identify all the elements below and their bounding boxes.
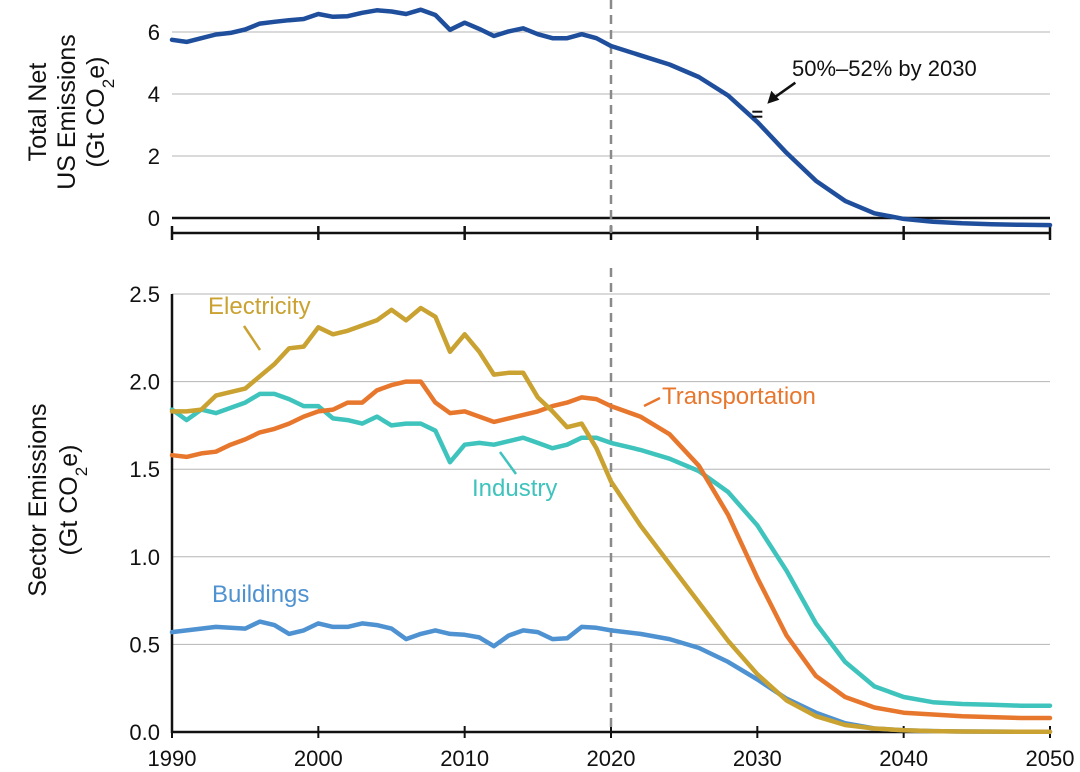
series-label-transportation: Transportation <box>662 383 816 410</box>
top-series-line-total <box>169 7 1053 228</box>
series-line-buildings <box>169 619 1053 735</box>
top-ylabel-line-1: Total Net <box>24 63 52 162</box>
series-label-industry: Industry <box>472 475 557 502</box>
annotation-arrow-head <box>767 90 780 104</box>
top-panel: 0 2 4 6 50%–52% by 2030 Total NetUS Emissions… <box>24 0 1053 240</box>
bottom-xtick-label-1990: 1990 <box>148 746 197 771</box>
bottom-xtick-label-2000: 2000 <box>294 746 343 771</box>
series-line-electricity <box>169 305 1053 735</box>
series-label-electricity: Electricity <box>208 293 311 320</box>
series-line-transportation <box>169 379 1053 721</box>
series-leader-industry <box>498 451 518 475</box>
bottom-ytick-label-2.5: 2.5 <box>129 282 160 307</box>
series-leader-transportation <box>643 396 661 408</box>
bottom-xtick-label-2040: 2040 <box>879 746 928 771</box>
bottom-ylabel-subscript: 2 <box>72 467 91 476</box>
series-line-industry <box>169 391 1053 708</box>
bottom-xtick-label-2030: 2030 <box>733 746 782 771</box>
bottom-xtick-label-2010: 2010 <box>440 746 489 771</box>
top-ylabel-subscript: 2 <box>99 79 118 88</box>
bottom-xtick-label-2050: 2050 <box>1026 746 1075 771</box>
bottom-panel: 0.0 0.5 1.0 1.5 2.0 2.5 1990 2000 2010 2020 2030 20… <box>24 268 1074 771</box>
bottom-ylabel-line-2-end: e) <box>55 445 83 467</box>
top-ytick-label-0: 0 <box>148 206 160 231</box>
top-ylabel-line-2: US Emissions <box>53 34 81 190</box>
top-ylabel-line-3-end: e) <box>82 57 110 79</box>
bottom-ytick-label-1.0: 1.0 <box>129 545 160 570</box>
bottom-ytick-label-0.0: 0.0 <box>129 720 160 745</box>
top-ylabel-line-3: (Gt CO <box>82 88 110 167</box>
bottom-xtick-label-2020: 2020 <box>587 746 636 771</box>
bottom-ytick-label-1.5: 1.5 <box>129 457 160 482</box>
series-leader-electricity <box>242 325 262 351</box>
bottom-ytick-label-0.5: 0.5 <box>129 632 160 657</box>
top-ytick-label-2: 2 <box>148 144 160 169</box>
top-y-axis-label: Total NetUS Emissions(Gt CO2e) <box>24 34 118 190</box>
top-ytick-label-6: 6 <box>148 20 160 45</box>
annotation-text: 50%–52% by 2030 <box>792 56 977 81</box>
bottom-y-axis-label: Sector Emissions (Gt CO2e) <box>24 403 91 596</box>
bottom-ylabel-line-1: Sector Emissions <box>24 403 52 596</box>
bottom-ytick-label-2.0: 2.0 <box>129 370 160 395</box>
bottom-ylabel-line-2: (Gt CO <box>55 476 83 555</box>
series-label-buildings: Buildings <box>212 581 309 608</box>
top-ytick-label-4: 4 <box>148 82 160 107</box>
